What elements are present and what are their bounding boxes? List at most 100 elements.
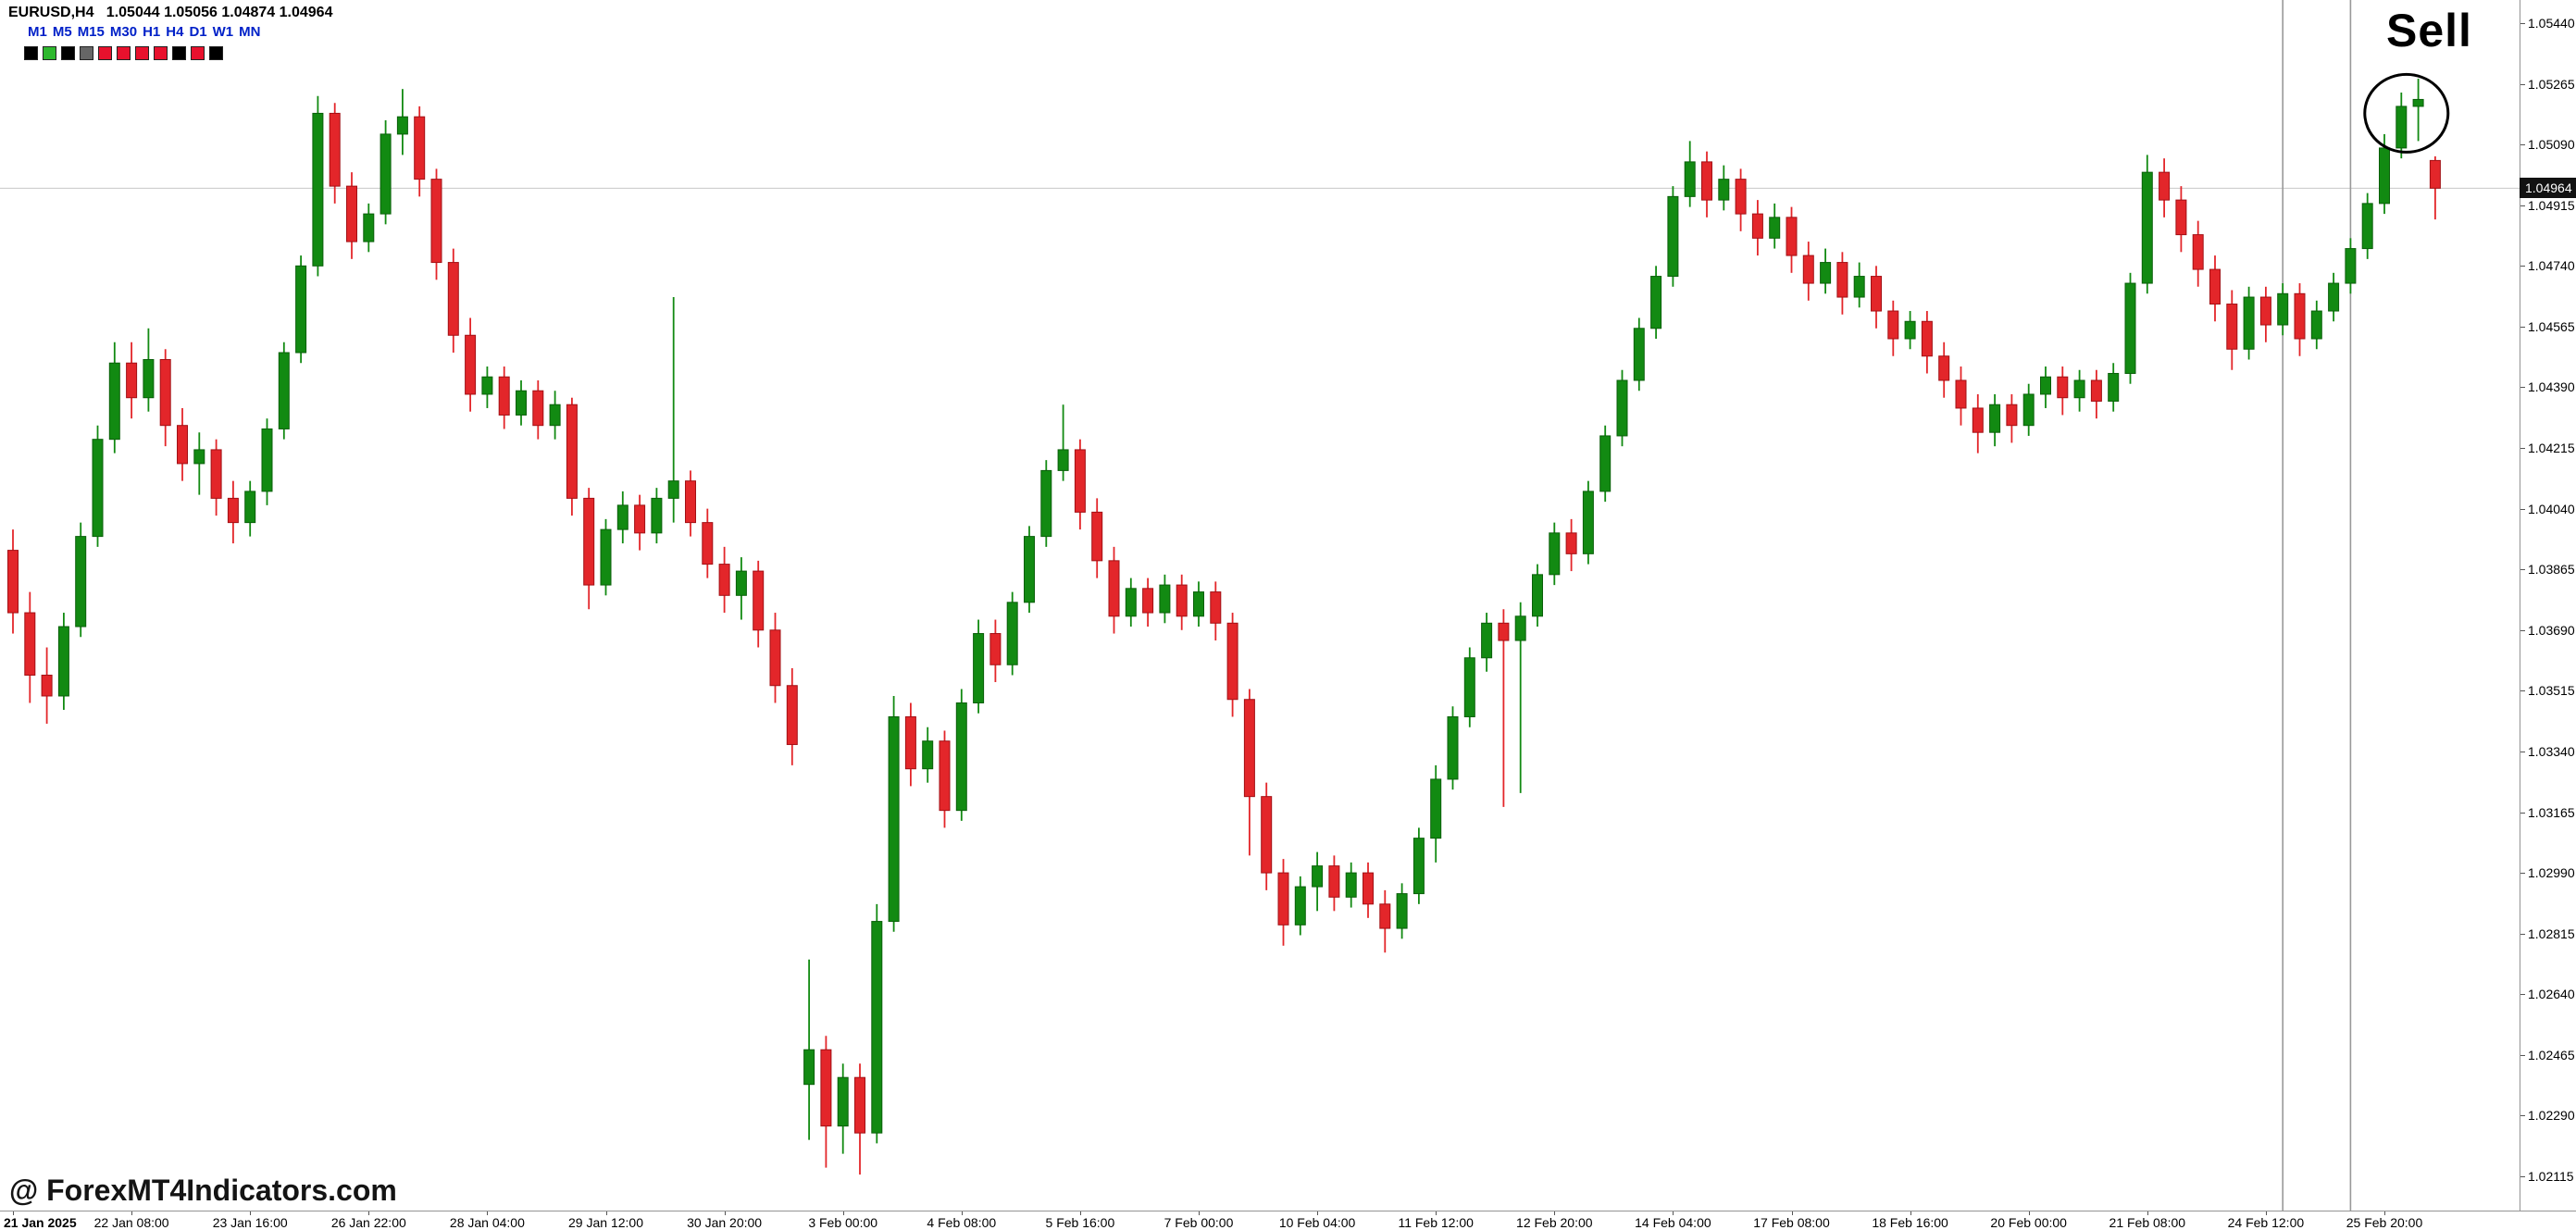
candle-body: [312, 112, 324, 267]
timeframe-button-mn[interactable]: MN: [239, 24, 261, 40]
candle-body: [2310, 310, 2322, 340]
price-axis-tick: [2520, 266, 2525, 267]
indicator-color-swatch: [98, 46, 112, 60]
candle-body: [566, 404, 578, 499]
candle-body: [616, 504, 628, 530]
candle-body: [1938, 355, 1950, 381]
timeframe-button-m30[interactable]: M30: [109, 24, 138, 40]
indicator-color-swatches: [24, 46, 223, 60]
time-axis-tick: [368, 1211, 370, 1215]
candle-body: [498, 376, 510, 416]
candle-body: [143, 358, 155, 399]
candle-body: [1955, 379, 1967, 409]
candle-body: [2090, 379, 2102, 402]
time-axis-label: 21 Feb 08:00: [2109, 1215, 2186, 1230]
candle-body: [1633, 328, 1645, 381]
price-axis-label: 1.02990: [2528, 865, 2575, 881]
candle-body: [2108, 372, 2120, 402]
candle-body: [955, 702, 967, 812]
price-axis-tick: [2520, 629, 2525, 631]
candle-body: [989, 633, 1002, 665]
time-axis-tick: [2028, 1211, 2030, 1215]
candle-body: [1210, 591, 1222, 624]
time-axis-label: 11 Feb 12:00: [1398, 1215, 1474, 1230]
candle-body: [2361, 203, 2373, 250]
candle-body: [1108, 560, 1120, 617]
candle-body: [1463, 657, 1475, 717]
price-axis-label: 1.04040: [2528, 501, 2575, 516]
timeframe-button-m1[interactable]: M1: [28, 24, 47, 40]
candle-body: [1481, 622, 1493, 659]
candle-body: [753, 570, 765, 631]
time-axis-tick: [131, 1211, 133, 1215]
timeframe-button-m5[interactable]: M5: [52, 24, 72, 40]
candle-body: [1312, 865, 1324, 888]
time-axis-label: 17 Feb 08:00: [1753, 1215, 1830, 1230]
time-axis-label: 20 Feb 00:00: [1990, 1215, 2067, 1230]
candle-body: [634, 504, 646, 534]
candle-body: [1176, 584, 1188, 617]
timeframe-button-h1[interactable]: H1: [143, 24, 161, 40]
candle-body: [1921, 320, 1933, 357]
timeframe-button-w1[interactable]: W1: [212, 24, 234, 40]
candle-body: [2396, 106, 2408, 149]
price-axis-tick: [2520, 933, 2525, 935]
indicator-color-swatch: [117, 46, 131, 60]
candle-body: [1650, 276, 1662, 329]
time-axis-tick: [1554, 1211, 1556, 1215]
time-axis-tick: [1791, 1211, 1793, 1215]
candle-body: [2277, 292, 2289, 326]
candle-body: [1904, 320, 1916, 340]
candle-body: [1820, 262, 1832, 284]
candle-body: [2006, 404, 2018, 427]
candle-body: [1599, 435, 1612, 492]
sell-annotation: Sell: [2386, 5, 2472, 56]
price-axis-label: 1.03515: [2528, 683, 2575, 699]
time-axis-label: 28 Jan 04:00: [449, 1215, 525, 1230]
timeframe-toolbar: M1 M5 M15 M30 H1 H4 D1 W1 MN: [28, 24, 260, 40]
price-axis-tick: [2520, 569, 2525, 571]
price-axis-tick: [2520, 326, 2525, 328]
price-axis-label: 1.05090: [2528, 137, 2575, 153]
candle-body: [1582, 491, 1594, 554]
price-axis-tick: [2520, 1176, 2525, 1177]
timeframe-button-h4[interactable]: H4: [166, 24, 184, 40]
candle-body: [1701, 161, 1712, 201]
candle-body: [126, 362, 138, 399]
candle-body: [1498, 622, 1510, 641]
time-axis-label: 12 Feb 20:00: [1516, 1215, 1593, 1230]
candle-body: [2429, 159, 2441, 189]
candle-body: [1412, 838, 1425, 895]
candle-body: [227, 497, 239, 524]
candle-body: [1972, 407, 1984, 433]
candle-body: [2057, 376, 2069, 399]
candle-body: [1853, 276, 1865, 298]
candle-body: [24, 612, 36, 677]
candle-body: [1125, 588, 1137, 617]
candle-body: [329, 112, 341, 187]
candle-body: [346, 185, 357, 242]
time-axis-tick: [1910, 1211, 1911, 1215]
time-axis-label: 29 Jan 12:00: [568, 1215, 643, 1230]
time-axis-tick: [487, 1211, 489, 1215]
indicator-color-swatch: [24, 46, 38, 60]
candle-body: [1142, 588, 1154, 614]
time-axis-label: 3 Feb 00:00: [808, 1215, 878, 1230]
price-axis-tick: [2520, 873, 2525, 875]
candle-body: [2022, 393, 2035, 427]
candle-body: [75, 536, 87, 627]
time-axis-label: 26 Jan 22:00: [330, 1215, 406, 1230]
candle-body: [1396, 893, 1408, 929]
candle-body: [1091, 511, 1103, 562]
candle-body: [363, 213, 375, 242]
time-axis-tick: [842, 1211, 844, 1215]
timeframe-button-m15[interactable]: M15: [77, 24, 105, 40]
timeframe-button-d1[interactable]: D1: [189, 24, 207, 40]
time-axis-label: 18 Feb 16:00: [1872, 1215, 1948, 1230]
candle-body: [702, 522, 714, 565]
candle-body: [1328, 865, 1340, 898]
price-axis-label: 1.03865: [2528, 562, 2575, 578]
candle-body: [1751, 213, 1763, 239]
price-axis-tick: [2520, 144, 2525, 146]
